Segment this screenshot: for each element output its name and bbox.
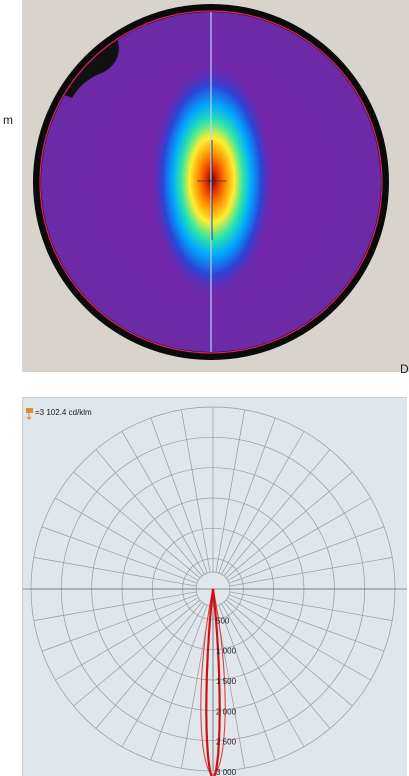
grid-radial-line [73, 599, 201, 707]
intensity-curve-c0 [205, 588, 221, 776]
grid-radial-line [41, 526, 198, 584]
polar-grid [23, 406, 407, 772]
grid-radial-line [221, 431, 305, 575]
grid-radial-line [225, 471, 353, 579]
grid-radial-line [223, 449, 331, 577]
max-indicator-icon [26, 408, 33, 413]
grid-radial-line [229, 591, 393, 621]
radial-tick-label: 500 [216, 616, 230, 625]
grid-radial-line [95, 601, 203, 729]
side-letter-left: m [3, 113, 13, 127]
false-color-panel [22, 0, 409, 372]
false-color-map [33, 4, 389, 360]
radial-tick-label: 2 000 [216, 707, 237, 716]
grid-radial-line [73, 471, 201, 579]
grid-radial-line [150, 417, 208, 574]
intensity-curve-c90 [200, 588, 226, 775]
grid-radial-line [215, 409, 245, 573]
grid-radial-line [223, 601, 331, 729]
grid-radial-line [221, 603, 305, 747]
grid-radial-line [225, 599, 353, 707]
grid-radial-line [55, 597, 199, 681]
grid-radial-line [33, 557, 197, 587]
grid-radial-line [95, 449, 203, 577]
side-letter-right: D [400, 362, 409, 376]
grid-radial-line [181, 409, 211, 573]
grid-radial-line [228, 594, 385, 652]
grid-radial-line [41, 594, 198, 652]
radial-tick-label: 2 500 [216, 738, 237, 747]
grid-radial-line [33, 591, 197, 621]
grid-radial-line [55, 497, 199, 581]
radial-tick-label: 1 500 [216, 677, 237, 686]
grid-radial-line [218, 417, 276, 574]
grid-radial-line [228, 526, 385, 584]
polar-diagram-panel: 500 1 000 1 500 2 000 2 500 3 000 =3 102.4 cd… [22, 397, 407, 776]
max-label: =3 102.4 cd/klm [35, 408, 92, 417]
grid-radial-line [229, 557, 393, 587]
grid-radial-line [227, 597, 371, 681]
radial-tick-label: 3 000 [216, 768, 237, 776]
disc-red-outline [39, 10, 383, 354]
max-indicator: =3 102.4 cd/klm [26, 408, 92, 421]
polar-chart: 500 1 000 1 500 2 000 2 500 3 000 =3 102.4 cd… [23, 406, 407, 776]
grid-radial-line [218, 604, 276, 761]
polar-curves [200, 588, 226, 776]
grid-radial-line [150, 604, 208, 761]
grid-radial-line [227, 497, 371, 581]
grid-radial-line [121, 431, 205, 575]
radial-tick-label: 1 000 [216, 647, 237, 656]
radial-tick-labels: 500 1 000 1 500 2 000 2 500 3 000 [216, 616, 237, 776]
grid-radial-line [121, 603, 205, 747]
